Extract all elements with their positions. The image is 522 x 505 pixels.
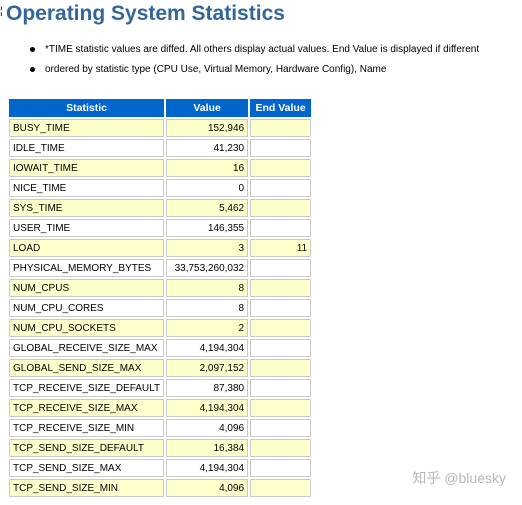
table-row: TCP_RECEIVE_SIZE_MAX 4,194,304 xyxy=(9,399,312,417)
cell-end-value xyxy=(250,339,312,357)
table-row: TCP_SEND_SIZE_MIN 4,096 xyxy=(9,479,312,497)
table-body: BUSY_TIME 152,946 IDLE_TIME 41,230 IOWAIT_TI… xyxy=(9,119,312,497)
watermark: 知乎 @bluesky xyxy=(412,470,506,486)
table-row: PHYSICAL_MEMORY_BYTES 33,753,260,032 xyxy=(9,259,312,277)
note-item: ordered by statistic type (CPU Use, Virt… xyxy=(28,64,522,84)
page-edge-marker: ¦ xyxy=(0,6,3,17)
table-row: IOWAIT_TIME 16 xyxy=(9,159,312,177)
cell-statistic: GLOBAL_RECEIVE_SIZE_MAX xyxy=(9,339,165,357)
table-row: NUM_CPU_CORES 8 xyxy=(9,299,312,317)
bullet-icon xyxy=(30,67,35,72)
cell-value: 8 xyxy=(166,279,249,297)
cell-end-value xyxy=(250,359,312,377)
cell-end-value xyxy=(250,179,312,197)
column-header-statistic: Statistic xyxy=(9,99,165,117)
cell-value: 0 xyxy=(166,179,249,197)
cell-end-value xyxy=(250,199,312,217)
cell-statistic: TCP_SEND_SIZE_DEFAULT xyxy=(9,439,165,457)
cell-value: 87,380 xyxy=(166,379,249,397)
table-row: NICE_TIME 0 xyxy=(9,179,312,197)
cell-end-value xyxy=(250,219,312,237)
cell-value: 146,355 xyxy=(166,219,249,237)
cell-statistic: TCP_RECEIVE_SIZE_MAX xyxy=(9,399,165,417)
cell-statistic: TCP_SEND_SIZE_MAX xyxy=(9,459,165,477)
table-row: SYS_TIME 5,462 xyxy=(9,199,312,217)
notes-list: *TIME statistic values are diffed. All o… xyxy=(28,44,522,84)
cell-value: 4,194,304 xyxy=(166,399,249,417)
cell-statistic: BUSY_TIME xyxy=(9,119,165,137)
cell-end-value xyxy=(250,459,312,477)
cell-end-value xyxy=(250,139,312,157)
table-row: GLOBAL_RECEIVE_SIZE_MAX 4,194,304 xyxy=(9,339,312,357)
cell-value: 4,096 xyxy=(166,479,249,497)
table-row: LOAD 3 11 xyxy=(9,239,312,257)
cell-statistic: TCP_RECEIVE_SIZE_DEFAULT xyxy=(9,379,165,397)
cell-statistic: USER_TIME xyxy=(9,219,165,237)
table-row: TCP_RECEIVE_SIZE_MIN 4,096 xyxy=(9,419,312,437)
cell-value: 4,194,304 xyxy=(166,459,249,477)
cell-end-value xyxy=(250,119,312,137)
cell-value: 4,194,304 xyxy=(166,339,249,357)
table-header-row: Statistic Value End Value xyxy=(9,99,312,117)
table-row: IDLE_TIME 41,230 xyxy=(9,139,312,157)
cell-value: 2 xyxy=(166,319,249,337)
cell-end-value xyxy=(250,399,312,417)
note-text: *TIME statistic values are diffed. All o… xyxy=(45,44,480,55)
cell-value: 41,230 xyxy=(166,139,249,157)
note-item: *TIME statistic values are diffed. All o… xyxy=(28,44,522,64)
cell-statistic: NUM_CPU_SOCKETS xyxy=(9,319,165,337)
cell-end-value xyxy=(250,299,312,317)
note-text: ordered by statistic type (CPU Use, Virt… xyxy=(45,64,387,75)
column-header-end-value: End Value xyxy=(250,99,312,117)
table-row: TCP_SEND_SIZE_MAX 4,194,304 xyxy=(9,459,312,477)
cell-statistic: GLOBAL_SEND_SIZE_MAX xyxy=(9,359,165,377)
cell-statistic: SYS_TIME xyxy=(9,199,165,217)
cell-end-value xyxy=(250,259,312,277)
cell-statistic: IOWAIT_TIME xyxy=(9,159,165,177)
table-row: NUM_CPU_SOCKETS 2 xyxy=(9,319,312,337)
cell-value: 33,753,260,032 xyxy=(166,259,249,277)
cell-value: 152,946 xyxy=(166,119,249,137)
table-row: TCP_RECEIVE_SIZE_DEFAULT 87,380 xyxy=(9,379,312,397)
cell-value: 8 xyxy=(166,299,249,317)
cell-end-value: 11 xyxy=(250,239,312,257)
cell-end-value xyxy=(250,159,312,177)
cell-value: 2,097,152 xyxy=(166,359,249,377)
table-row: NUM_CPUS 8 xyxy=(9,279,312,297)
table-row: GLOBAL_SEND_SIZE_MAX 2,097,152 xyxy=(9,359,312,377)
cell-end-value xyxy=(250,479,312,497)
cell-statistic: IDLE_TIME xyxy=(9,139,165,157)
cell-value: 16 xyxy=(166,159,249,177)
cell-value: 3 xyxy=(166,239,249,257)
cell-end-value xyxy=(250,439,312,457)
column-header-value: Value xyxy=(166,99,249,117)
cell-statistic: LOAD xyxy=(9,239,165,257)
cell-end-value xyxy=(250,419,312,437)
table-row: TCP_SEND_SIZE_DEFAULT 16,384 xyxy=(9,439,312,457)
cell-statistic: PHYSICAL_MEMORY_BYTES xyxy=(9,259,165,277)
page-title: Operating System Statistics xyxy=(6,2,285,25)
os-statistics-table: Statistic Value End Value BUSY_TIME 152,9… xyxy=(7,97,313,499)
cell-statistic: TCP_RECEIVE_SIZE_MIN xyxy=(9,419,165,437)
cell-end-value xyxy=(250,379,312,397)
cell-value: 16,384 xyxy=(166,439,249,457)
cell-end-value xyxy=(250,319,312,337)
cell-statistic: TCP_SEND_SIZE_MIN xyxy=(9,479,165,497)
cell-value: 5,462 xyxy=(166,199,249,217)
cell-statistic: NUM_CPUS xyxy=(9,279,165,297)
bullet-icon xyxy=(30,47,35,52)
cell-end-value xyxy=(250,279,312,297)
table-row: USER_TIME 146,355 xyxy=(9,219,312,237)
cell-statistic: NUM_CPU_CORES xyxy=(9,299,165,317)
cell-statistic: NICE_TIME xyxy=(9,179,165,197)
cell-value: 4,096 xyxy=(166,419,249,437)
table-row: BUSY_TIME 152,946 xyxy=(9,119,312,137)
